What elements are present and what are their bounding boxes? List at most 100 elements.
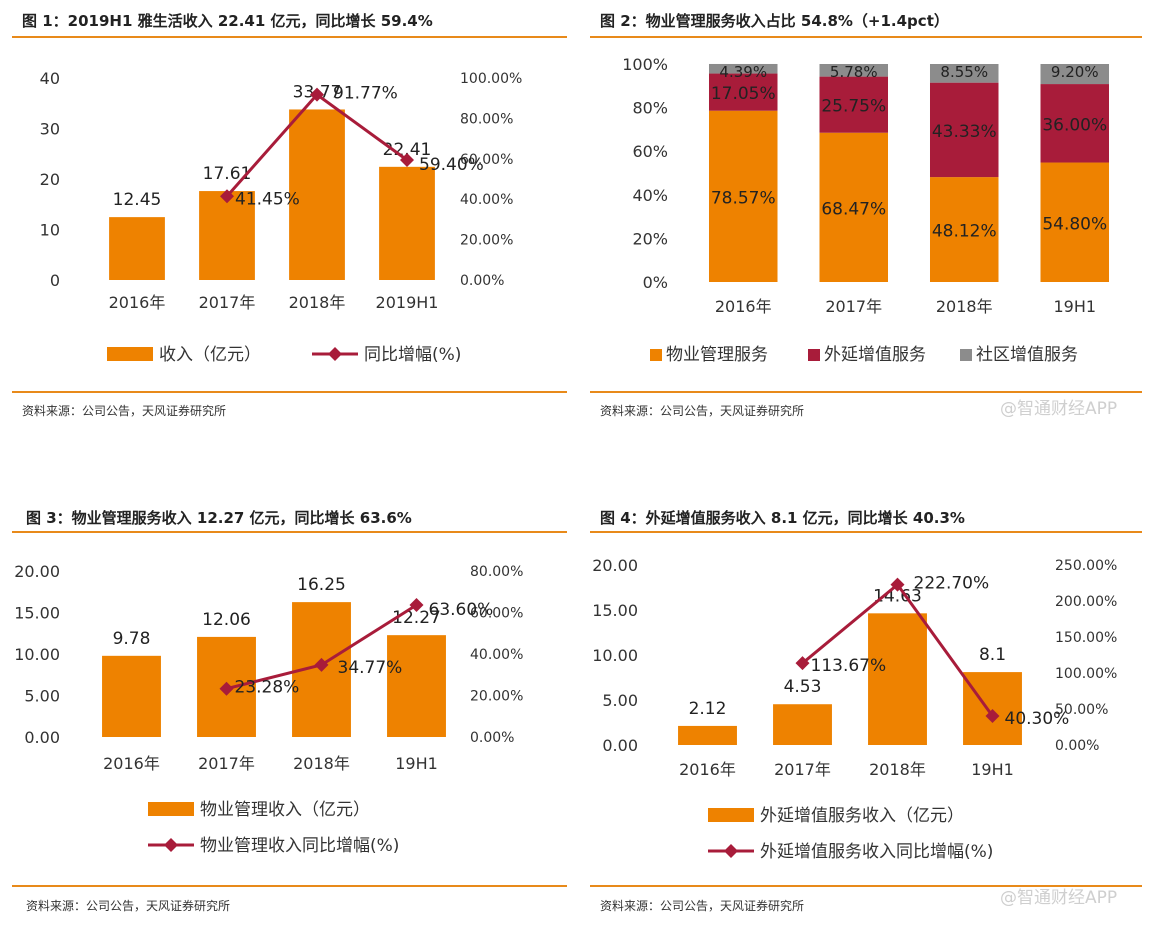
x-axis-tick-label: 2018年: [936, 297, 993, 316]
bar: [387, 635, 446, 737]
legend-bar-swatch: [107, 347, 153, 361]
figure-1-panel: 图 1：2019H1 雅生活收入 22.41 亿元，同比增长 59.4% 0 10…: [12, 8, 567, 428]
bar-data-label: 12.45: [113, 190, 162, 210]
left-axis-tick-label: 0.00: [602, 736, 638, 755]
legend-line-marker: [328, 347, 342, 361]
right-axis-tick-label: 40.00%: [470, 647, 523, 663]
legend-swatch: [960, 349, 972, 361]
legend-line-label: 同比增幅(%): [364, 345, 461, 365]
legend-bar-label: 物业管理收入（亿元）: [200, 800, 370, 820]
growth-point: [890, 577, 905, 592]
stacked-segment-1: [819, 76, 889, 133]
right-axis-tick-label: 40.00%: [460, 192, 513, 208]
y-axis-tick-label: 80%: [632, 99, 668, 118]
growth-point: [400, 153, 414, 168]
figure-2-source: 资料来源：公司公告，天风证券研究所: [600, 404, 805, 418]
legend-line-marker: [164, 838, 178, 852]
left-axis-tick-label: 5.00: [24, 687, 60, 706]
bar: [379, 166, 435, 280]
bar: [199, 191, 255, 280]
figure-4-bottom-rule: [590, 885, 1142, 887]
left-axis-tick-label: 0.00: [24, 728, 60, 747]
legend-bar-swatch: [148, 802, 194, 816]
right-axis-tick-label: 250.00%: [1055, 558, 1117, 574]
figure-2-chart: 0% 20% 40% 60% 80% 100% 78.57% 17.05% 4.39% 2016年…: [622, 55, 1110, 365]
figure-4-panel: 图 4：外延增值服务收入 8.1 亿元，同比增长 40.3% 0.00 5.00 1…: [590, 505, 1142, 920]
segment-data-label: 8.55%: [940, 63, 988, 81]
legend-label: 外延增值服务: [824, 345, 926, 365]
y-axis-tick-label: 0%: [643, 273, 668, 292]
growth-data-label: 91.77%: [333, 84, 398, 104]
right-axis-tick-label: 200.00%: [1055, 594, 1117, 610]
x-axis-tick-label: 2016年: [679, 760, 736, 779]
bar-data-label: 2.12: [689, 699, 727, 719]
stacked-segment-0: [929, 177, 999, 282]
segment-data-label: 36.00%: [1042, 115, 1107, 135]
x-axis-tick-label: 2018年: [293, 754, 350, 773]
watermark-bottom: @智通财经APP: [1000, 888, 1118, 908]
x-axis-tick-label: 2016年: [109, 293, 166, 312]
right-axis-tick-label: 20.00%: [470, 689, 523, 705]
stacked-segment-2: [708, 63, 778, 74]
figure-1-bottom-rule: [12, 391, 567, 393]
figure-2-bottom-rule: [590, 391, 1142, 393]
segment-data-label: 68.47%: [821, 199, 886, 219]
bar-data-label: 9.78: [113, 629, 151, 649]
figure-1-top-rule: [12, 36, 567, 38]
growth-point: [220, 189, 234, 204]
bar-data-label: 4.53: [784, 677, 822, 697]
segment-data-label: 78.57%: [711, 188, 776, 208]
x-axis-tick-label: 19H1: [395, 754, 438, 773]
legend-line-label: 物业管理收入同比增幅(%): [200, 836, 399, 856]
figure-1-title: 图 1：2019H1 雅生活收入 22.41 亿元，同比增长 59.4%: [22, 12, 433, 30]
stacked-segment-1: [929, 82, 999, 178]
right-axis-tick-label: 60.00%: [470, 606, 523, 622]
left-axis-tick-label: 20.00: [592, 556, 638, 575]
x-axis-tick-label: 2016年: [715, 297, 772, 316]
legend-label: 物业管理服务: [666, 345, 768, 365]
growth-point: [310, 87, 324, 102]
right-axis-tick-label: 20.00%: [460, 233, 513, 249]
bar: [868, 613, 927, 745]
figure-4-top-rule: [590, 531, 1142, 533]
figure-4-title: 图 4：外延增值服务收入 8.1 亿元，同比增长 40.3%: [600, 509, 965, 527]
stacked-segment-2: [819, 64, 889, 77]
bar-data-label: 12.06: [202, 610, 251, 630]
legend-label: 社区增值服务: [976, 345, 1078, 365]
y-axis-tick-label: 40%: [632, 186, 668, 205]
bar: [102, 655, 161, 737]
legend-bar-label: 外延增值服务收入（亿元）: [760, 806, 964, 826]
figure-3-bottom-rule: [12, 885, 567, 887]
left-axis-tick-label: 15.00: [592, 601, 638, 620]
segment-data-label: 25.75%: [821, 97, 886, 117]
growth-data-label: 34.77%: [338, 658, 403, 678]
right-axis-tick-label: 150.00%: [1055, 630, 1117, 646]
right-axis-tick-label: 0.00%: [470, 730, 514, 746]
legend-bar-label: 收入（亿元）: [159, 345, 261, 365]
figure-3-source: 资料来源：公司公告，天风证券研究所: [26, 899, 231, 913]
stacked-segment-1: [708, 73, 778, 111]
bar-data-label: 8.1: [979, 645, 1006, 665]
right-axis-tick-label: 0.00%: [460, 273, 504, 289]
x-axis-tick-label: 2017年: [198, 754, 255, 773]
bar-data-label: 16.25: [297, 575, 346, 595]
figure-2-top-rule: [590, 36, 1142, 38]
segment-data-label: 54.80%: [1042, 214, 1107, 234]
y-axis-tick-label: 60%: [632, 142, 668, 161]
figure-3-title: 图 3：物业管理服务收入 12.27 亿元，同比增长 63.6%: [26, 509, 412, 527]
bar: [289, 109, 345, 280]
x-axis-tick-label: 2018年: [869, 760, 926, 779]
figure-2-panel: 图 2：物业管理服务收入占比 54.8%（+1.4pct） 0% 20% 40% 60…: [590, 8, 1142, 428]
segment-data-label: 5.78%: [830, 63, 878, 81]
right-axis-tick-label: 100.00%: [460, 71, 522, 87]
segment-data-label: 43.33%: [932, 122, 997, 142]
growth-point: [219, 681, 234, 696]
legend-bar-swatch: [708, 808, 754, 822]
x-axis-tick-label: 2017年: [199, 293, 256, 312]
figure-3-top-rule: [12, 531, 567, 533]
left-axis-tick-label: 20: [40, 170, 60, 189]
x-axis-tick-label: 19H1: [1053, 297, 1096, 316]
x-axis-tick-label: 19H1: [971, 760, 1014, 779]
x-axis-tick-label: 2019H1: [376, 293, 439, 312]
x-axis-tick-label: 2017年: [774, 760, 831, 779]
